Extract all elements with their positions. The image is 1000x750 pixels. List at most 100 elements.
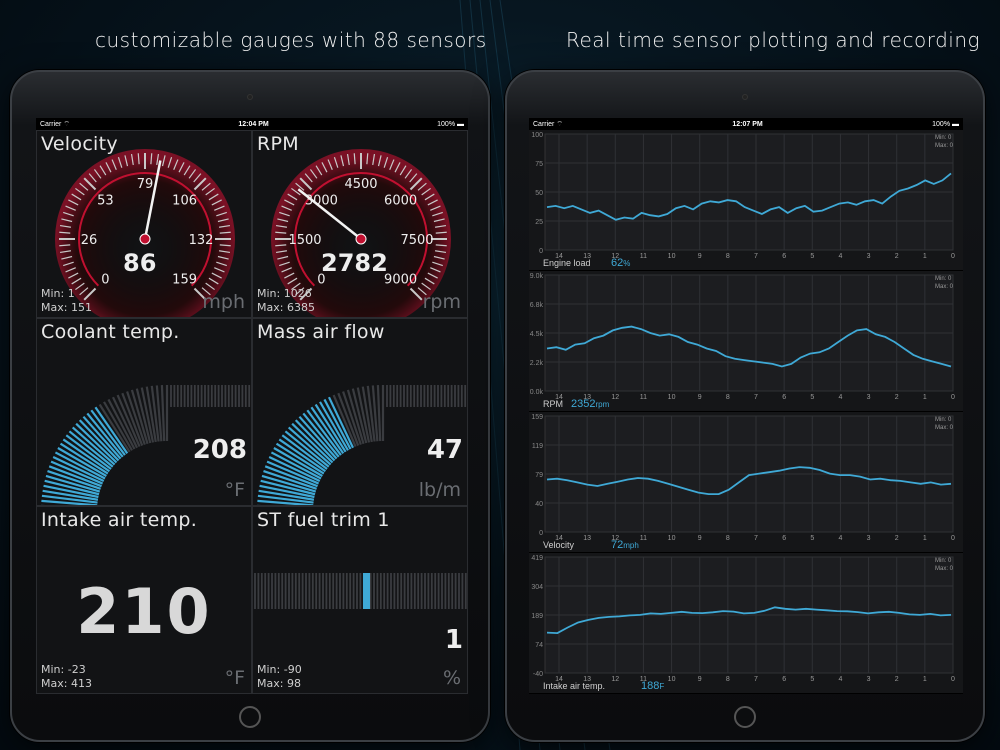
arc-segment <box>43 484 99 499</box>
coolant-unit: °F <box>224 479 245 501</box>
fuel-trim-value: 1 <box>444 625 463 655</box>
arc-segment <box>263 470 317 490</box>
maf-gauge-tile[interactable]: Mass air flow 47 lb/m <box>252 318 468 506</box>
carrier-label: Carrier ⌔ <box>40 120 70 128</box>
y-tick-label: 25 <box>535 219 543 226</box>
dial-tick <box>83 287 97 301</box>
dial-tick <box>427 199 438 206</box>
arc-segment <box>351 388 368 444</box>
dial-tick-label: 0 <box>317 273 325 288</box>
x-tick-label: 9 <box>698 676 702 683</box>
dial-tick <box>193 177 207 191</box>
arc-segment <box>98 403 131 453</box>
arc-segment <box>270 451 322 480</box>
fuel-trim-tile[interactable]: ST fuel trim 1 1 % Min: -90 Max: 98 <box>252 506 468 694</box>
rpm-max: Max: 6385 <box>257 301 315 314</box>
dial-tick <box>433 218 445 223</box>
arc-segment <box>45 474 101 493</box>
dial-tick <box>219 244 231 247</box>
tile-title: Coolant temp. <box>41 321 180 343</box>
fuel-trim-unit: % <box>442 667 461 689</box>
dial-tick <box>383 157 389 168</box>
dial-tick <box>404 169 413 179</box>
arc-segment <box>50 460 104 485</box>
intake-min: Min: -23 <box>41 663 86 676</box>
coolant-gauge-tile[interactable]: Coolant temp. 208 °F <box>36 318 252 506</box>
velocity-unit: mph <box>202 291 245 313</box>
arc-segment <box>111 396 138 449</box>
dial-tick <box>68 199 79 206</box>
dial-tick <box>291 282 301 291</box>
dial-tick <box>409 287 423 301</box>
x-tick-label: 8 <box>726 676 730 683</box>
dial-tick-label: 7500 <box>400 233 433 248</box>
dial-tick <box>75 282 85 291</box>
dial-tick-label: 6000 <box>384 193 417 208</box>
dial-tick <box>430 267 441 273</box>
plot-minmax: Min: 0 Max: 0 <box>935 416 953 432</box>
wifi-icon: ⌔ <box>63 120 70 128</box>
dial-tick <box>432 261 443 267</box>
arc-segment <box>107 398 136 450</box>
dial-tick <box>105 162 112 173</box>
arc-segment <box>361 386 373 443</box>
home-button[interactable] <box>239 706 261 728</box>
plot-panel[interactable]: 9.0k 6.8k 4.5k 2.2k 0.0k 14 13 12 11 10 9 8 7 6 5 4 3 2 1 0… <box>529 271 963 412</box>
dial-tick <box>424 277 435 285</box>
arc-segment <box>298 415 338 460</box>
series-line <box>546 325 952 368</box>
x-tick-label: 4 <box>838 535 842 542</box>
dial-tick <box>201 287 211 296</box>
dial-tick <box>59 231 71 234</box>
dial-tick <box>217 255 229 260</box>
dial-tick <box>275 244 287 247</box>
arc-segment <box>62 438 111 473</box>
dial-tick <box>214 267 225 273</box>
y-tick-label: 6.8k <box>530 302 544 309</box>
intake-minmax: Min: -23 Max: 413 <box>41 663 92 691</box>
dial-tick <box>277 218 289 223</box>
x-tick-label: 11 <box>640 253 647 260</box>
battery-icon: ▬ <box>952 120 959 128</box>
dial-tick <box>93 169 102 179</box>
velocity-dial: 0 26 53 79 106 132 159 <box>55 149 235 317</box>
home-button[interactable] <box>734 706 756 728</box>
dial-redline <box>78 172 212 287</box>
coolant-arc-gauge <box>41 385 251 505</box>
dial-tick-label: 26 <box>81 233 98 248</box>
y-tick-label: 0 <box>539 530 543 537</box>
plot-panel[interactable]: 100 75 50 25 0 14 13 12 11 10 9 8 7 6 5 4 3 2 1 0 Min: 0 Max:… <box>529 130 963 271</box>
y-tick-label: 9.0k <box>530 273 544 280</box>
arc-segment <box>323 398 352 450</box>
dial-tick <box>434 250 447 254</box>
status-bar: Carrier ⌔ 12:07 PM 100% ▬ <box>529 118 963 130</box>
arc-segment <box>258 489 315 501</box>
dial-needle <box>143 160 162 240</box>
arc-segment <box>121 392 144 446</box>
dial-tick <box>193 287 207 301</box>
arc-segment <box>261 474 317 493</box>
plot-panel[interactable]: 159 119 79 40 0 14 13 12 11 10 9 8 7 6 5 4 3 2 1 0 Min: 0 Max… <box>529 412 963 553</box>
camera-icon <box>742 94 748 100</box>
ipad-frame-plots: Carrier ⌔ 12:07 PM 100% ▬ 100 75 50 25 0 14 13… <box>505 70 985 742</box>
rpm-unit: rpm <box>422 291 461 313</box>
arc-segment <box>71 426 116 466</box>
dial-tick <box>291 187 301 196</box>
x-tick-label: 7 <box>754 676 758 683</box>
dial-tick <box>389 159 395 170</box>
maf-arc-gauge <box>257 385 467 505</box>
dial-tick <box>287 193 298 201</box>
plot-panel[interactable]: 419 304 189 74 -40 14 13 12 11 10 9 8 7 6 5 4 3 2 1 0 Min: 0… <box>529 553 963 694</box>
dial-tick-label: 9000 <box>384 273 417 288</box>
intake-temp-tile[interactable]: Intake air temp. 210 °F Min: -23 Max: 41… <box>36 506 252 694</box>
x-tick-label: 9 <box>698 394 702 401</box>
velocity-gauge-tile[interactable]: Velocity 0 26 53 79 106 132 159 86 mph Min: 1 … <box>36 130 252 318</box>
rpm-gauge-tile[interactable]: RPM 0 1500 3000 4500 6000 7500 9000 2782 rpm M… <box>252 130 468 318</box>
arc-segment <box>306 409 342 456</box>
dial-tick <box>275 224 288 228</box>
intake-max: Max: 413 <box>41 677 92 690</box>
arc-segment <box>150 385 160 442</box>
x-tick-label: 3 <box>867 535 871 542</box>
dial-tick <box>281 205 292 211</box>
